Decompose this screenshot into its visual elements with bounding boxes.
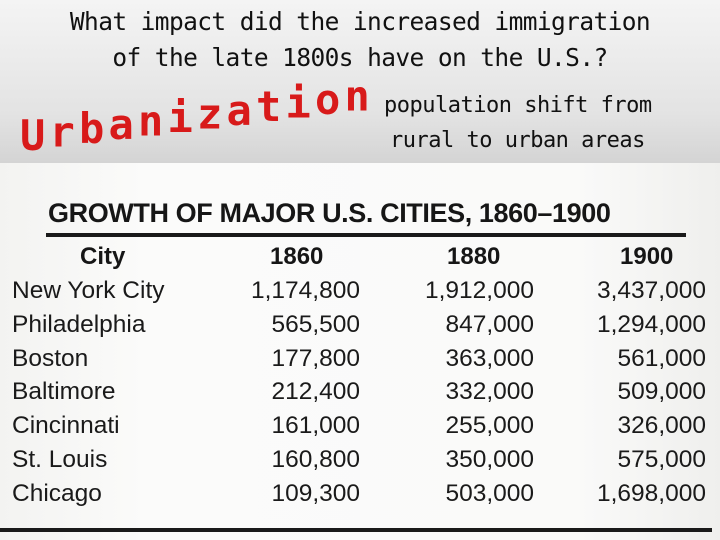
urbanization-definition: population shift from rural to urban are… <box>372 88 720 158</box>
city-name: St. Louis <box>12 443 107 477</box>
pop-1900: 326,000 <box>570 409 706 443</box>
city-name: Philadelphia <box>12 308 146 342</box>
pop-1860: 1,174,800 <box>225 274 360 308</box>
city-name: Cincinnati <box>12 409 120 443</box>
table-rule-bottom <box>0 528 712 532</box>
pop-1860: 161,000 <box>225 409 360 443</box>
keyword-letter: a <box>109 100 134 149</box>
pop-1880: 847,000 <box>400 308 534 342</box>
pop-1900: 1,294,000 <box>570 308 706 342</box>
keyword-letter: n <box>138 97 163 146</box>
pop-1880: 363,000 <box>400 342 534 376</box>
keyword-letter: r <box>50 107 75 156</box>
header-city: City <box>80 240 125 274</box>
table-row: Cincinnati 161,000 255,000 326,000 <box>0 409 720 443</box>
pop-1860: 160,800 <box>225 443 360 477</box>
slide-question: What impact did the increased immigratio… <box>0 4 720 76</box>
keyword-letter: i <box>168 93 193 142</box>
keyword-letter: U <box>20 111 45 160</box>
table-rule-top <box>46 233 686 237</box>
header-1900: 1900 <box>620 240 673 274</box>
pop-1900: 1,698,000 <box>570 477 706 511</box>
keyword-letter: i <box>286 79 311 128</box>
city-name: Boston <box>12 342 88 376</box>
pop-1900: 3,437,000 <box>570 274 706 308</box>
table-row: Boston 177,800 363,000 561,000 <box>0 342 720 376</box>
pop-1880: 255,000 <box>400 409 534 443</box>
keyword-letter: z <box>197 89 222 138</box>
pop-1900: 509,000 <box>570 375 706 409</box>
keyword-letter: t <box>256 82 281 131</box>
table-row: Philadelphia 565,500 847,000 1,294,000 <box>0 308 720 342</box>
pop-1860: 109,300 <box>225 477 360 511</box>
pop-1880: 332,000 <box>400 375 534 409</box>
pop-1900: 561,000 <box>570 342 706 376</box>
table-title: GROWTH OF MAJOR U.S. CITIES, 1860–1900 <box>48 193 688 233</box>
pop-1900: 575,000 <box>570 443 706 477</box>
keyword-letter: b <box>79 104 104 153</box>
city-name: Chicago <box>12 477 102 511</box>
pop-1860: 565,500 <box>225 308 360 342</box>
city-name: New York City <box>12 274 165 308</box>
definition-line-1: population shift from <box>372 88 720 123</box>
table-row: New York City 1,174,800 1,912,000 3,437,… <box>0 274 720 308</box>
city-name: Baltimore <box>12 375 115 409</box>
pop-1880: 350,000 <box>400 443 534 477</box>
table-row: Baltimore 212,400 332,000 509,000 <box>0 375 720 409</box>
keyword-letter: a <box>227 86 252 135</box>
table-row: Chicago 109,300 503,000 1,698,000 <box>0 477 720 511</box>
pop-1880: 503,000 <box>400 477 534 511</box>
keyword-letter: o <box>315 75 340 124</box>
definition-line-2: rural to urban areas <box>372 123 720 158</box>
header-1860: 1860 <box>270 240 323 274</box>
question-line-1: What impact did the increased immigratio… <box>0 4 720 40</box>
pop-1860: 177,800 <box>225 342 360 376</box>
pop-1860: 212,400 <box>225 375 360 409</box>
pop-1880: 1,912,000 <box>400 274 534 308</box>
keyword-letter: n <box>345 71 370 120</box>
header-1880: 1880 <box>447 240 500 274</box>
table-row: St. Louis 160,800 350,000 575,000 <box>0 443 720 477</box>
